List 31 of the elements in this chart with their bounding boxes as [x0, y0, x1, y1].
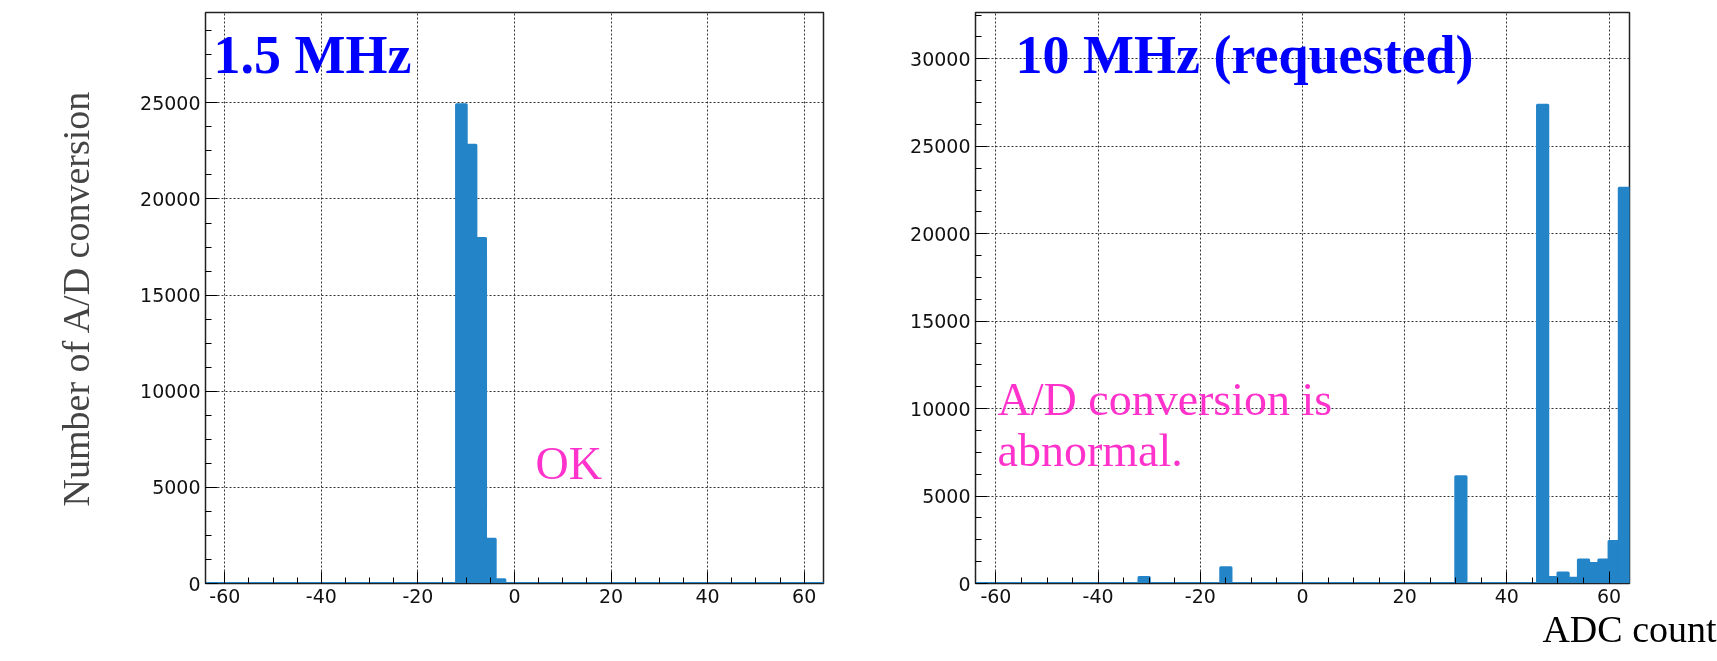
y-tick-label: 30000 [910, 47, 971, 70]
chart-title: 10 MHz (requested) [1015, 24, 1474, 85]
y-tick-label: 5000 [922, 485, 971, 508]
y-tick-label: 15000 [140, 284, 201, 307]
x-tick-label: 40 [1494, 584, 1519, 607]
annotation: OK [535, 437, 602, 489]
x-tick-label: 60 [1596, 584, 1622, 607]
y-tick-label: 5000 [152, 476, 201, 499]
x-axis-title: ADC count [1542, 607, 1717, 650]
chart-title: 1.5 MHz [213, 24, 412, 85]
x-tick-label: 40 [695, 584, 720, 607]
x-tick-label: 20 [598, 584, 624, 607]
x-tick-label: 0 [1296, 584, 1309, 607]
y-tick-label: 15000 [910, 310, 971, 333]
y-tick-label: 10000 [910, 397, 971, 420]
x-tick-label: -60 [209, 584, 241, 607]
y-tick-label: 20000 [140, 187, 201, 210]
y-tick-label: 10000 [140, 380, 201, 403]
x-tick-label: -20 [402, 584, 434, 607]
x-tick-label: -20 [1184, 584, 1216, 607]
y-axis-title: Number of A/D conversion [55, 91, 98, 507]
x-tick-label: 0 [508, 584, 521, 607]
annotation: A/D conversion is abnormal. [997, 373, 1333, 476]
x-tick-label: -60 [980, 584, 1012, 607]
y-tick-label: 25000 [140, 91, 201, 114]
x-tick-label: 60 [792, 584, 817, 607]
y-tick-label: 20000 [910, 222, 971, 245]
x-tick-label: 20 [1392, 584, 1417, 607]
x-tick-label: -40 [1082, 584, 1114, 607]
y-tick-label: 25000 [910, 135, 971, 158]
x-tick-label: -40 [305, 584, 337, 607]
